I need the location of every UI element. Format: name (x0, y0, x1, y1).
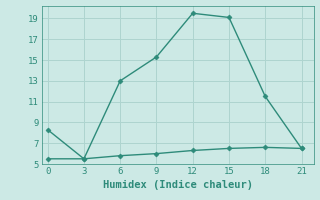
X-axis label: Humidex (Indice chaleur): Humidex (Indice chaleur) (103, 180, 252, 190)
